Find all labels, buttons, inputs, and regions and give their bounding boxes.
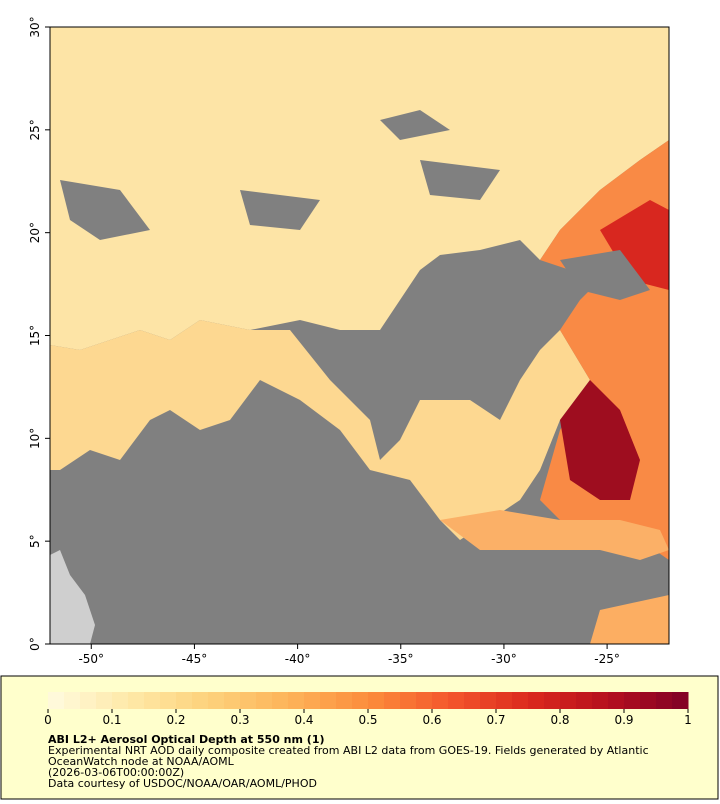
y-tick-label: 25° — [28, 119, 42, 140]
aerosol-low — [50, 27, 669, 350]
colorbar-swatch — [272, 692, 289, 709]
colorbar-swatch — [160, 692, 177, 709]
colorbar-swatch — [624, 692, 641, 709]
aerosol-moderate — [590, 595, 669, 644]
colorbar-tick-label: 0.1 — [102, 713, 121, 727]
colorbar-swatch — [128, 692, 145, 709]
colorbar-tick-label: 0.6 — [422, 713, 441, 727]
colorbar-swatch — [256, 692, 273, 709]
x-tick-label: -30° — [491, 652, 517, 666]
land — [50, 550, 95, 644]
colorbar-swatch — [48, 692, 65, 709]
colorbar-swatch — [240, 692, 257, 709]
colorbar-swatch — [464, 692, 481, 709]
colorbar-swatch — [608, 692, 625, 709]
no-data — [560, 250, 650, 300]
legend-text: Experimental NRT AOD daily composite cre… — [48, 744, 649, 757]
x-tick-label: -35° — [388, 652, 414, 666]
colorbar-tick-label: 0.5 — [358, 713, 377, 727]
y-tick-label: 20° — [28, 222, 42, 243]
colorbar-tick-label: 0.9 — [614, 713, 633, 727]
y-tick-label: 0° — [28, 637, 42, 651]
colorbar-swatch — [400, 692, 417, 709]
legend-text: OceanWatch node at NOAA/AOML — [48, 755, 235, 768]
colorbar-tick-label: 0.3 — [230, 713, 249, 727]
colorbar-swatch — [432, 692, 449, 709]
colorbar-swatch — [112, 692, 129, 709]
aerosol-very-high — [600, 200, 669, 290]
colorbar-tick-label: 0.4 — [294, 713, 313, 727]
colorbar-swatch — [96, 692, 113, 709]
colorbar-swatch — [512, 692, 529, 709]
colorbar-swatch — [576, 692, 593, 709]
colorbar-swatch — [224, 692, 241, 709]
x-tick-label: -25° — [594, 652, 620, 666]
colorbar-swatch — [176, 692, 193, 709]
colorbar-swatch — [480, 692, 497, 709]
x-tick-label: -50° — [78, 652, 104, 666]
colorbar-swatch — [352, 692, 369, 709]
no-data — [60, 110, 500, 240]
x-tick-label: -45° — [182, 652, 208, 666]
colorbar-tick-label: 0.2 — [166, 713, 185, 727]
colorbar-swatch — [544, 692, 561, 709]
colorbar-swatch — [528, 692, 545, 709]
colorbar-tick-label: 0.7 — [486, 713, 505, 727]
colorbar-swatch — [64, 692, 81, 709]
colorbar-swatch — [672, 692, 689, 709]
aerosol-very-high — [560, 380, 640, 500]
colorbar-swatch — [384, 692, 401, 709]
aerosol-moderate — [440, 510, 669, 560]
y-tick-label: 5° — [28, 534, 42, 548]
colorbar-swatch — [592, 692, 609, 709]
colorbar-tick-label: 0 — [44, 713, 52, 727]
y-tick-label: 10° — [28, 428, 42, 449]
legend-text: (2026-03-06T00:00:00Z) — [48, 766, 184, 779]
colorbar: 0 0.1 0.2 0.3 0.4 0.5 0.6 0.7 0.8 0.9 1 — [44, 692, 692, 727]
colorbar-tick-label: 1 — [684, 713, 692, 727]
axes: -50° -45° -40° -35° -30° -25° 0° 5° 10° 15° 20° 25°… — [28, 16, 620, 666]
colorbar-swatch — [368, 692, 385, 709]
colorbar-swatch — [288, 692, 305, 709]
map — [49, 26, 670, 645]
y-tick-label: 30° — [28, 16, 42, 37]
legend-text: Data courtesy of USDOC/NOAA/OAR/AOML/PHO… — [48, 777, 317, 790]
colorbar-swatch — [448, 692, 465, 709]
colorbar-swatch — [208, 692, 225, 709]
legend-title: ABI L2+ Aerosol Optical Depth at 550 nm … — [48, 733, 325, 746]
x-tick-label: -40° — [285, 652, 311, 666]
colorbar-swatch — [560, 692, 577, 709]
colorbar-swatch — [80, 692, 97, 709]
colorbar-swatch — [656, 692, 673, 709]
colorbar-swatch — [640, 692, 657, 709]
colorbar-swatch — [320, 692, 337, 709]
colorbar-swatch — [144, 692, 161, 709]
colorbar-swatch — [192, 692, 209, 709]
colorbar-swatch — [304, 692, 321, 709]
y-tick-label: 15° — [28, 325, 42, 346]
colorbar-swatch — [336, 692, 353, 709]
aerosol-moderate — [50, 320, 590, 540]
colorbar-swatch — [416, 692, 433, 709]
colorbar-swatch — [496, 692, 513, 709]
colorbar-tick-label: 0.8 — [550, 713, 569, 727]
